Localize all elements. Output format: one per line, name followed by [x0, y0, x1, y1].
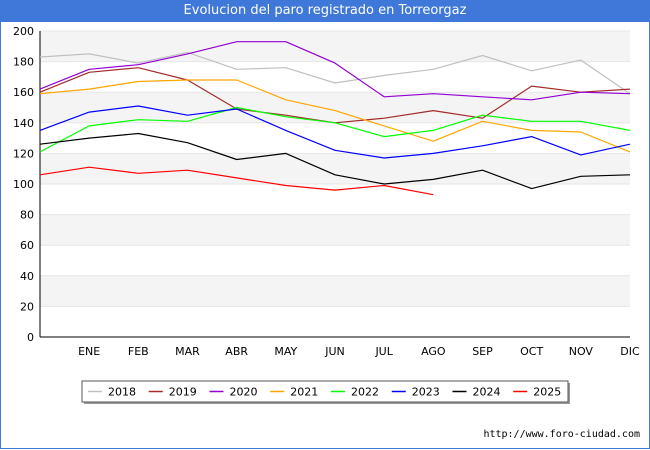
series-line-2020	[39, 41, 631, 101]
legend-label-2021: 2021	[290, 386, 318, 399]
x-tick-label: MAY	[274, 345, 297, 358]
x-tick-label: ENE	[78, 345, 100, 358]
y-tick-label: 180	[13, 56, 34, 69]
legend-label-2018: 2018	[108, 386, 136, 399]
x-tick-label: JUL	[374, 345, 393, 358]
y-tick-label: 60	[20, 239, 34, 252]
grid-band	[40, 61, 630, 93]
x-tick-label: MAR	[175, 345, 200, 358]
legend-label-2020: 2020	[230, 386, 258, 399]
legend-label-2024: 2024	[473, 386, 501, 399]
y-tick-label: 200	[13, 25, 34, 38]
legend-label-2019: 2019	[169, 386, 197, 399]
legend-label-2025: 2025	[533, 386, 561, 399]
x-tick-label: JUN	[324, 345, 345, 358]
grid-band	[40, 245, 630, 276]
grid-band	[40, 92, 630, 123]
series-line-2022	[39, 106, 631, 153]
y-tick-label: 20	[20, 300, 34, 313]
x-tick-label: AGO	[421, 345, 446, 358]
y-tick-label: 160	[13, 86, 34, 99]
series-line-2021	[39, 79, 631, 153]
y-tick-label: 0	[27, 331, 34, 344]
y-tick-label: 100	[13, 178, 34, 191]
grid-band	[40, 31, 630, 62]
series-line-2025	[39, 166, 434, 196]
x-tick-label: SEP	[472, 345, 493, 358]
legend-label-2023: 2023	[412, 386, 440, 399]
y-tick-label: 140	[13, 117, 34, 130]
series-line-2024	[39, 132, 631, 190]
x-tick-label: DIC	[620, 345, 640, 358]
grid-band	[40, 184, 630, 215]
legend-box	[81, 380, 569, 403]
grid-band	[40, 153, 630, 184]
x-tick-label: FEB	[128, 345, 149, 358]
y-tick-label: 40	[20, 270, 34, 283]
legend-label-2022: 2022	[351, 386, 379, 399]
x-tick-label: NOV	[569, 345, 594, 358]
y-tick-label: 80	[20, 209, 34, 222]
series-line-2023	[39, 105, 631, 159]
y-tick-label: 120	[13, 147, 34, 160]
x-tick-label: OCT	[520, 345, 543, 358]
grid-band	[40, 306, 630, 337]
source-url[interactable]: http://www.foro-ciudad.com	[483, 429, 640, 440]
grid-band	[40, 275, 630, 307]
grid-band	[40, 122, 630, 154]
x-tick-label: ABR	[225, 345, 248, 358]
chart-title: Evolucion del paro registrado en Torreor…	[0, 0, 650, 22]
grid-band	[40, 214, 630, 246]
series-line-2018	[39, 51, 631, 95]
